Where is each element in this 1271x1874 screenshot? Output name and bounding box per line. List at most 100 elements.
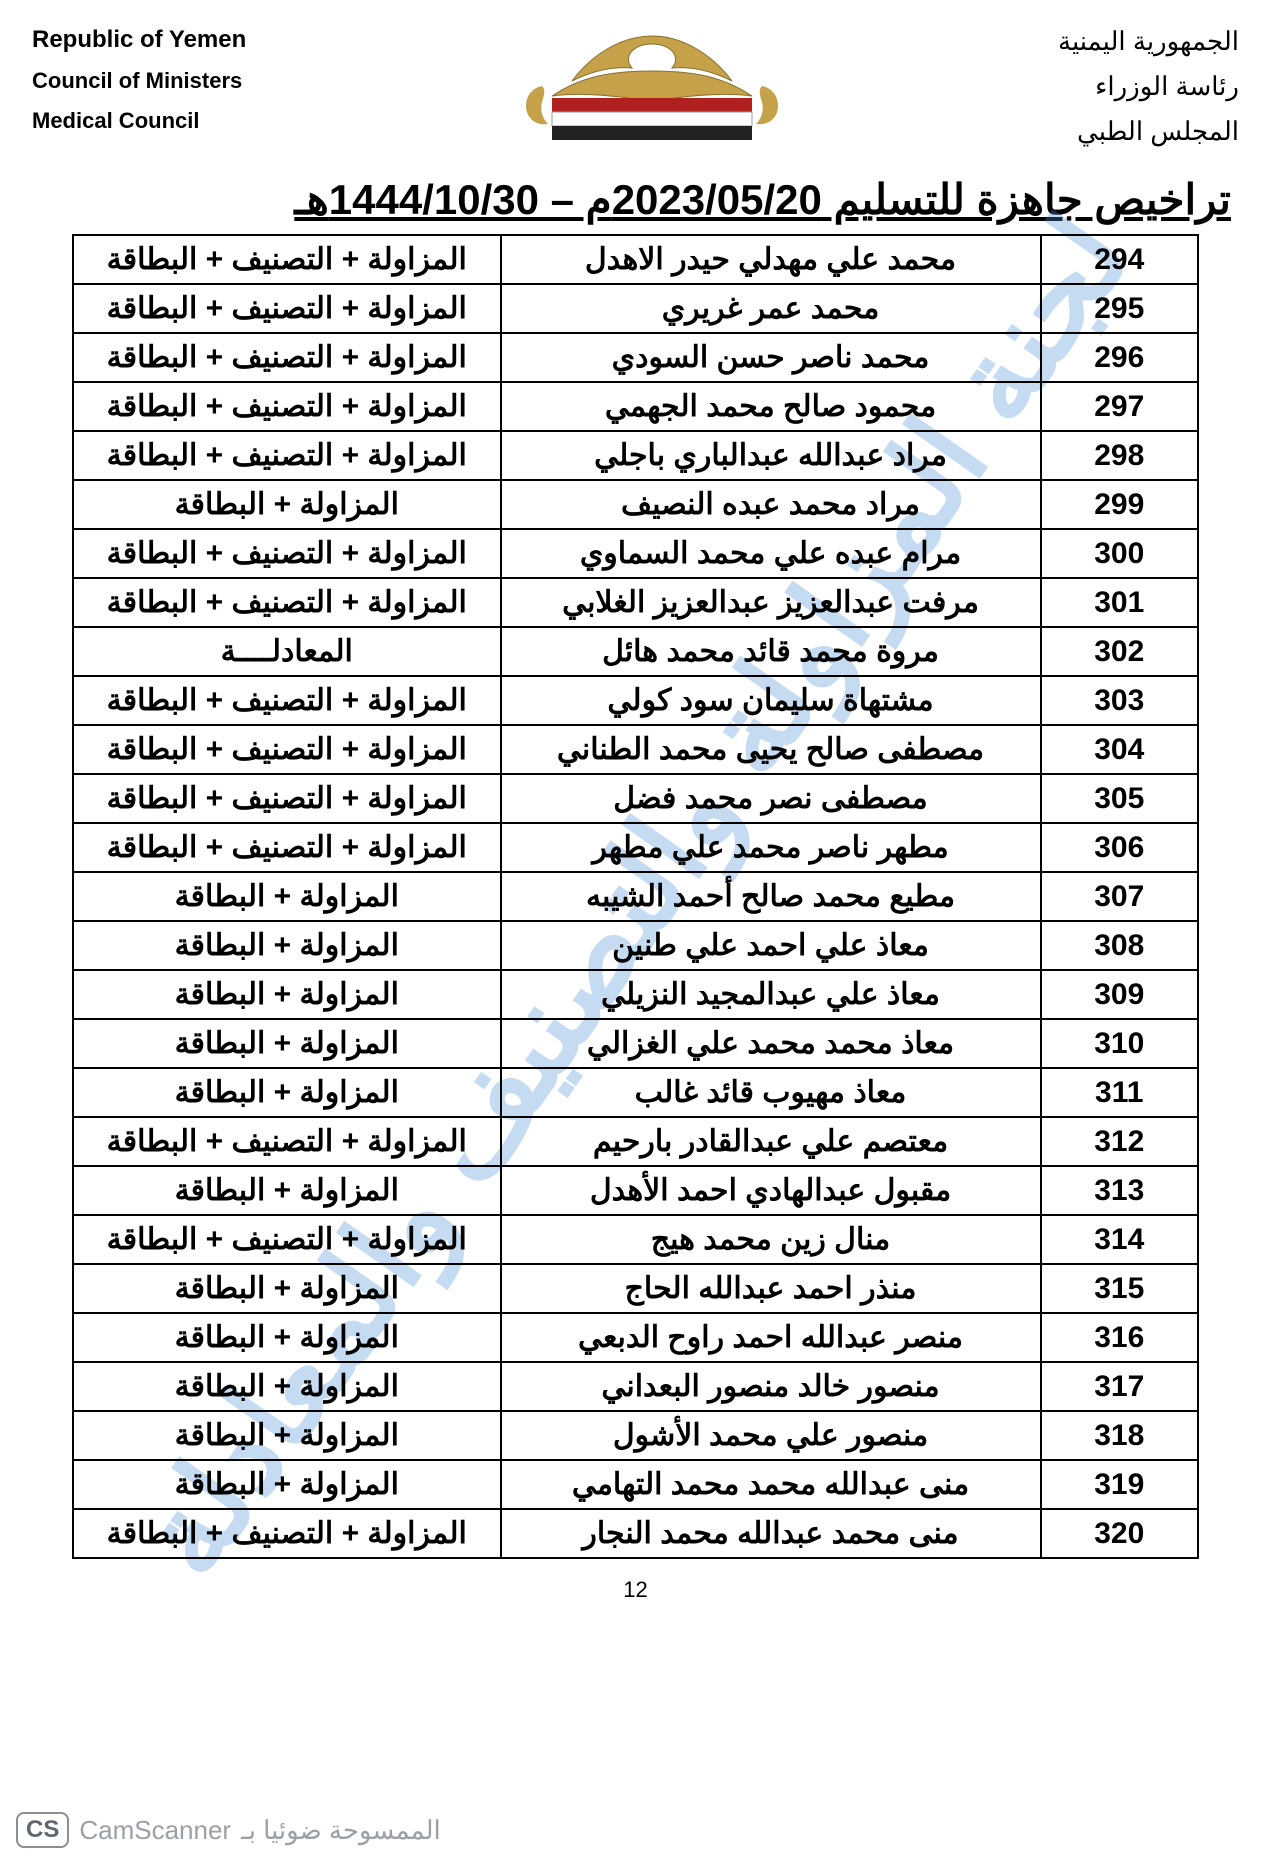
licenses-table: المزاولة + التصنيف + البطاقةمحمد علي مهد… (72, 234, 1199, 1559)
table-row: المزاولة + التصنيف + البطاقةمنال زين محم… (73, 1215, 1198, 1264)
id-cell: 315 (1041, 1264, 1199, 1313)
name-cell: منى محمد عبدالله محمد النجار (501, 1509, 1041, 1558)
page-number: 12 (32, 1577, 1239, 1603)
cs-badge: CS (16, 1812, 69, 1848)
table-row: المزاولة + التصنيف + البطاقةمحمد علي مهد… (73, 235, 1198, 284)
id-cell: 320 (1041, 1509, 1199, 1558)
name-cell: معاذ علي احمد علي طنين (501, 921, 1041, 970)
docs-cell: المزاولة + البطاقة (73, 970, 501, 1019)
table-row: المزاولة + التصنيف + البطاقةمراد عبدالله… (73, 431, 1198, 480)
docs-cell: المزاولة + التصنيف + البطاقة (73, 725, 501, 774)
name-cell: محمد ناصر حسن السودي (501, 333, 1041, 382)
name-cell: مرام عبده علي محمد السماوي (501, 529, 1041, 578)
docs-cell: المزاولة + البطاقة (73, 1460, 501, 1509)
docs-cell: المزاولة + التصنيف + البطاقة (73, 333, 501, 382)
docs-cell: المزاولة + التصنيف + البطاقة (73, 284, 501, 333)
table-row: المزاولة + التصنيف + البطاقةمحمد عمر غري… (73, 284, 1198, 333)
docs-cell: المزاولة + البطاقة (73, 1019, 501, 1068)
docs-cell: المزاولة + البطاقة (73, 1362, 501, 1411)
table-row: المزاولة + البطاقةمطيع محمد صالح أحمد ال… (73, 872, 1198, 921)
cs-arabic: الممسوحة ضوئيا بـ (241, 1815, 441, 1846)
table-row: المزاولة + التصنيف + البطاقةمعتصم علي عب… (73, 1117, 1198, 1166)
docs-cell: المزاولة + التصنيف + البطاقة (73, 235, 501, 284)
id-cell: 304 (1041, 725, 1199, 774)
id-cell: 297 (1041, 382, 1199, 431)
docs-cell: المزاولة + التصنيف + البطاقة (73, 1509, 501, 1558)
table-row: المزاولة + التصنيف + البطاقةمحمود صالح م… (73, 382, 1198, 431)
name-cell: معاذ مهيوب قائد غالب (501, 1068, 1041, 1117)
docs-cell: المزاولة + التصنيف + البطاقة (73, 823, 501, 872)
table-row: المزاولة + البطاقةمنى عبدالله محمد محمد … (73, 1460, 1198, 1509)
table-row: المزاولة + البطاقةمعاذ علي عبدالمجيد الن… (73, 970, 1198, 1019)
name-cell: محمد عمر غريري (501, 284, 1041, 333)
id-cell: 302 (1041, 627, 1199, 676)
header-right-line1: الجمهورية اليمنية (1058, 26, 1239, 57)
table-row: المزاولة + التصنيف + البطاقةمصطفى نصر مح… (73, 774, 1198, 823)
id-cell: 317 (1041, 1362, 1199, 1411)
docs-cell: المزاولة + البطاقة (73, 872, 501, 921)
table-row: المزاولة + التصنيف + البطاقةمرام عبده عل… (73, 529, 1198, 578)
table-row: المزاولة + التصنيف + البطاقةمطهر ناصر مح… (73, 823, 1198, 872)
docs-cell: المزاولة + البطاقة (73, 480, 501, 529)
name-cell: منى عبدالله محمد محمد التهامي (501, 1460, 1041, 1509)
docs-cell: المزاولة + التصنيف + البطاقة (73, 578, 501, 627)
id-cell: 298 (1041, 431, 1199, 480)
name-cell: مطيع محمد صالح أحمد الشيبه (501, 872, 1041, 921)
name-cell: منصر عبدالله احمد راوح الدبعي (501, 1313, 1041, 1362)
table-row: المزاولة + التصنيف + البطاقةمشتهاة سليما… (73, 676, 1198, 725)
id-cell: 296 (1041, 333, 1199, 382)
name-cell: معاذ محمد محمد علي الغزالي (501, 1019, 1041, 1068)
header-left-line1: Republic of Yemen (32, 26, 246, 54)
table-row: المزاولة + البطاقةمنصر عبدالله احمد راوح… (73, 1313, 1198, 1362)
docs-cell: المزاولة + البطاقة (73, 921, 501, 970)
table-row: المزاولة + التصنيف + البطاقةمحمد ناصر حس… (73, 333, 1198, 382)
name-cell: منصور علي محمد الأشول (501, 1411, 1041, 1460)
name-cell: منصور خالد منصور البعداني (501, 1362, 1041, 1411)
docs-cell: المزاولة + البطاقة (73, 1264, 501, 1313)
table-row: المزاولة + التصنيف + البطاقةمنى محمد عبد… (73, 1509, 1198, 1558)
name-cell: معاذ علي عبدالمجيد النزيلي (501, 970, 1041, 1019)
docs-cell: المزاولة + البطاقة (73, 1313, 501, 1362)
name-cell: مراد عبدالله عبدالباري باجلي (501, 431, 1041, 480)
id-cell: 303 (1041, 676, 1199, 725)
id-cell: 307 (1041, 872, 1199, 921)
name-cell: محمد علي مهدلي حيدر الاهدل (501, 235, 1041, 284)
docs-cell: المزاولة + التصنيف + البطاقة (73, 676, 501, 725)
table-row: المزاولة + التصنيف + البطاقةمرفت عبدالعز… (73, 578, 1198, 627)
id-cell: 309 (1041, 970, 1199, 1019)
table-row: المزاولة + البطاقةمعاذ محمد محمد علي الغ… (73, 1019, 1198, 1068)
id-cell: 295 (1041, 284, 1199, 333)
name-cell: مراد محمد عبده النصيف (501, 480, 1041, 529)
name-cell: محمود صالح محمد الجهمي (501, 382, 1041, 431)
id-cell: 299 (1041, 480, 1199, 529)
name-cell: مقبول عبدالهادي احمد الأهدل (501, 1166, 1041, 1215)
id-cell: 316 (1041, 1313, 1199, 1362)
table-row: المزاولة + البطاقةمنصور علي محمد الأشول3… (73, 1411, 1198, 1460)
docs-cell: المزاولة + التصنيف + البطاقة (73, 1117, 501, 1166)
table-row: المزاولة + البطاقةمنذر احمد عبدالله الحا… (73, 1264, 1198, 1313)
id-cell: 308 (1041, 921, 1199, 970)
name-cell: مروة محمد قائد محمد هائل (501, 627, 1041, 676)
table-row: المزاولة + البطاقةمعاذ مهيوب قائد غالب31… (73, 1068, 1198, 1117)
table-row: المزاولة + البطاقةمعاذ علي احمد علي طنين… (73, 921, 1198, 970)
name-cell: مصطفى صالح يحيى محمد الطناني (501, 725, 1041, 774)
header: Republic of Yemen Council of Ministers M… (32, 26, 1239, 147)
id-cell: 311 (1041, 1068, 1199, 1117)
name-cell: مشتهاة سليمان سود كولي (501, 676, 1041, 725)
docs-cell: المعادلــــة (73, 627, 501, 676)
docs-cell: المزاولة + البطاقة (73, 1166, 501, 1215)
id-cell: 301 (1041, 578, 1199, 627)
header-left: Republic of Yemen Council of Ministers M… (32, 26, 246, 134)
docs-cell: المزاولة + التصنيف + البطاقة (73, 529, 501, 578)
id-cell: 294 (1041, 235, 1199, 284)
id-cell: 313 (1041, 1166, 1199, 1215)
name-cell: منال زين محمد هيج (501, 1215, 1041, 1264)
name-cell: مرفت عبدالعزيز عبدالعزيز الغلابي (501, 578, 1041, 627)
name-cell: منذر احمد عبدالله الحاج (501, 1264, 1041, 1313)
table-row: المزاولة + التصنيف + البطاقةمصطفى صالح ي… (73, 725, 1198, 774)
header-right-line3: المجلس الطبي (1058, 116, 1239, 147)
id-cell: 310 (1041, 1019, 1199, 1068)
page-title: تراخيص جاهزة للتسليم 2023/05/20م – 1444/… (294, 175, 1231, 224)
name-cell: معتصم علي عبدالقادر بارحيم (501, 1117, 1041, 1166)
header-right: الجمهورية اليمنية رئاسة الوزراء المجلس ا… (1058, 26, 1239, 147)
